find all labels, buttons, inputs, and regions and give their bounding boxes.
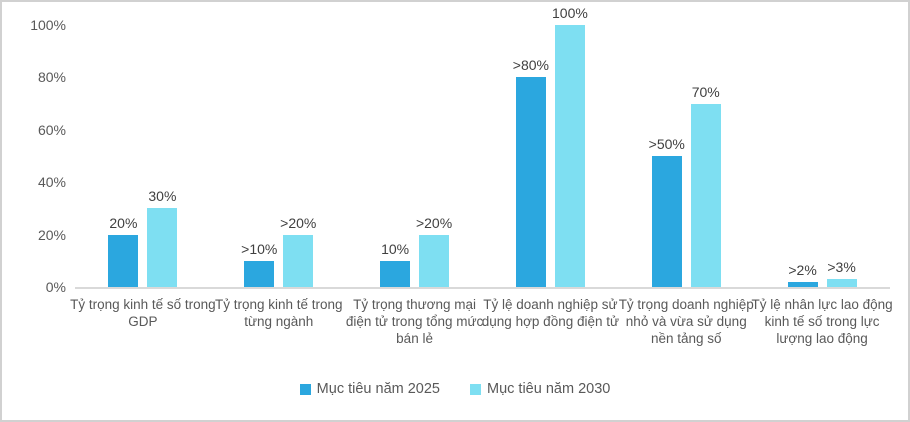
bar-series1-cat1 [108,234,139,287]
bar-value-label: 70% [691,83,720,100]
category-label: Tỷ trọng doanh nghiệp nhỏ và vừa sử dụng… [618,297,754,346]
y-tick-label: 80% [37,69,66,86]
bar-value-label: 10% [381,240,410,257]
legend: Mục tiêu năm 2025 Mục tiêu năm 2030 [2,381,908,397]
category-label: Tỷ lệ doanh nghiệp sử dụng hợp đồng điện… [481,297,620,329]
bar-value-label: >80% [512,57,549,74]
bar-series2-cat4 [554,25,585,287]
legend-item-2: Mục tiêu năm 2030 [470,381,610,397]
y-tick-label: 60% [37,121,66,138]
legend-label: Mục tiêu năm 2025 [316,381,440,397]
bar-value-label: 30% [148,188,177,205]
y-tick-label: 100% [30,17,66,33]
bar-value-label: >20% [415,214,453,231]
bar-value-label: >10% [241,240,278,257]
bar-series1-cat2 [244,260,275,287]
legend-label: Mục tiêu năm 2030 [487,381,611,397]
bar-series2-cat2 [283,234,314,287]
bar-series2-cat5 [690,103,721,287]
bar-series2-cat3 [419,234,450,287]
y-tick-label: 40% [37,174,66,191]
category-label: Tỷ trọng thương mại điện tử trong tổng m… [345,297,484,346]
category-label: Tỷ trọng kinh tế số trong GDP [70,297,216,329]
legend-swatch-icon [299,383,311,395]
bar-value-label: >3% [827,259,856,276]
bar-series2-cat6 [826,279,857,287]
bar-value-label: >20% [280,214,317,231]
legend-swatch-icon [470,383,481,395]
bar-series1-cat3 [380,260,411,287]
category-label: Tỷ trọng kinh tế trong từng ngành [214,297,343,329]
y-tick-label: 0% [45,279,66,295]
bar-series2-cat1 [147,208,178,287]
bar-series1-cat5 [651,156,682,287]
bar-series1-cat4 [515,77,546,287]
bar-series1-cat6 [787,281,818,287]
legend-item-1: Mục tiêu năm 2025 [299,381,440,397]
bar-value-label: 20% [109,214,138,231]
category-label: Tỷ lệ nhân lực lao động kinh tế số trong… [751,297,893,346]
bar-value-label: >2% [788,261,817,278]
bar-value-label: >50% [648,136,685,152]
x-axis-line [75,287,890,289]
y-tick-label: 20% [37,226,66,243]
bar-value-label: 100% [552,5,588,21]
